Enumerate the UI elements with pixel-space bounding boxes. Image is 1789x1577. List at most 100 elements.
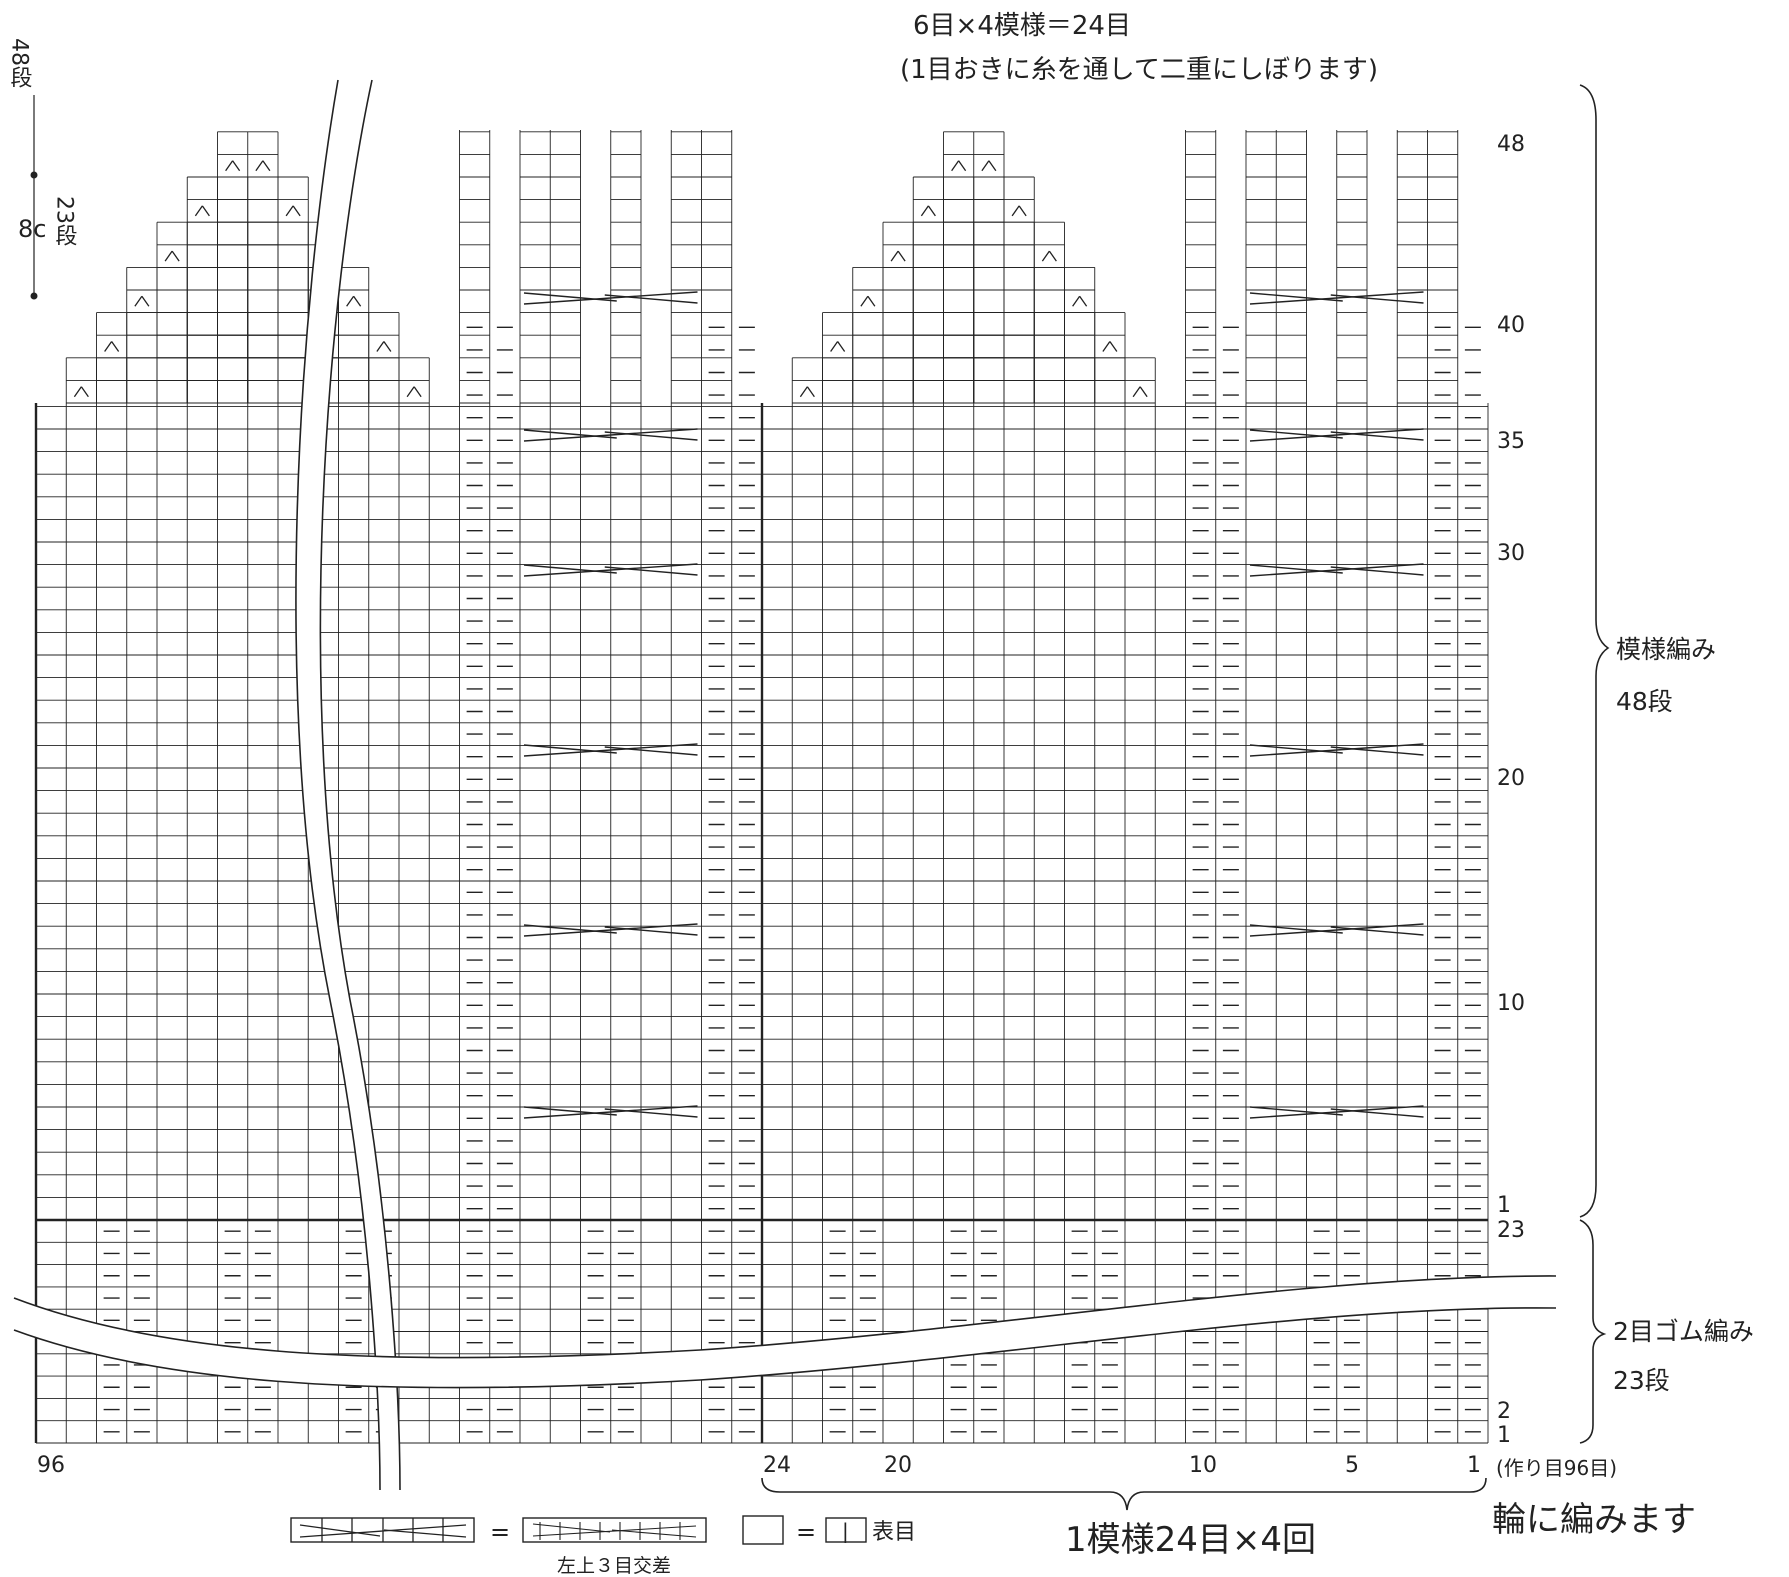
decrease-symbol [171, 250, 180, 262]
col-label-left: 96 [37, 1453, 65, 1478]
decrease-symbol [799, 386, 808, 398]
decrease-symbol [80, 386, 89, 398]
cable-cross-symbol [1249, 1105, 1424, 1119]
cable-cross-symbol [523, 564, 617, 574]
decrease-symbol [225, 160, 234, 172]
cable-cross-symbol [604, 566, 698, 576]
left-total-rows: 48段 [7, 38, 33, 88]
legend-cable-detail-lines [532, 1522, 697, 1540]
legend-equals-1: = [490, 1518, 510, 1546]
decrease-symbol [346, 295, 355, 307]
cable-cross-symbol [523, 428, 698, 442]
cable-cross-symbol [1249, 923, 1424, 937]
cable-cross-symbol [523, 1105, 698, 1119]
vertical-break-line-right [319, 79, 401, 1491]
cable-cross-symbol [1249, 744, 1343, 754]
row-label: 30 [1497, 541, 1525, 566]
cable-cross-symbol [1249, 291, 1424, 305]
horizontal-break-line-bottom [13, 1307, 1557, 1389]
cable-cross-symbol [1249, 924, 1343, 934]
vertical-break-line-left [295, 79, 381, 1491]
left-length-label: 8c [18, 215, 46, 243]
decrease-symbol [988, 160, 997, 172]
cable-cross-symbol [1330, 431, 1424, 441]
horizontal-break-fill [14, 1275, 1556, 1388]
left-dimension-dot-bottom [30, 292, 38, 300]
decrease-symbol [353, 295, 362, 307]
decrease-symbol [920, 205, 929, 217]
row-label: 1 [1497, 1193, 1511, 1218]
row-label: 1 [1497, 1423, 1511, 1448]
horizontal-break-line-top [13, 1275, 1557, 1359]
cable-cross-symbol [604, 431, 698, 441]
pattern-brace [1579, 84, 1610, 1218]
decrease-symbol [383, 341, 392, 352]
cable-cross-symbol [604, 926, 698, 936]
decrease-symbol [927, 205, 936, 217]
row-label: 40 [1497, 313, 1525, 338]
repeat-brace [761, 1477, 1487, 1511]
rib-brace [1579, 1219, 1607, 1444]
legend-knit-name: 表目 [872, 1520, 916, 1545]
decrease-symbol [1109, 341, 1118, 352]
rib-section-name: 2目ゴム編み [1613, 1317, 1754, 1346]
cable-cross-symbol [1330, 746, 1424, 756]
legend-knit-box [742, 1515, 784, 1545]
legend-cable-lines [299, 1518, 467, 1542]
row-label: 2 [1497, 1399, 1511, 1424]
decrease-symbol [376, 341, 385, 352]
col-label: 1 [1467, 1453, 1481, 1478]
col-label: 24 [763, 1453, 791, 1478]
cast-on-note: (作り目96目) [1496, 1456, 1617, 1480]
decrease-symbol [285, 205, 294, 217]
cable-cross-symbol [1330, 294, 1424, 304]
cable-cross-symbol [523, 292, 617, 302]
decrease-symbol [860, 295, 869, 307]
cable-cross-symbol [523, 743, 698, 757]
left-rib-rows: 23段 [52, 196, 78, 246]
legend: = 左上３目交差 = | 表目 [290, 1515, 916, 1577]
decrease-symbol [292, 205, 301, 217]
cable-cross-symbol [1330, 1108, 1424, 1118]
decrease-symbol [1139, 386, 1148, 398]
cable-cross-symbol [523, 1106, 617, 1116]
row-label: 48 [1497, 132, 1525, 157]
cable-cross-symbol [1249, 564, 1343, 574]
decrease-symbol [406, 386, 415, 398]
legend-cable-detail [522, 1517, 707, 1543]
decrease-symbol [232, 160, 241, 172]
decrease-symbol [1011, 205, 1020, 217]
rib-section-rows: 23段 [1613, 1366, 1670, 1395]
decrease-symbol [201, 205, 210, 217]
repeat-note: 1模様24目×4回 [1065, 1520, 1316, 1560]
pattern-section-name: 模様編み [1616, 635, 1716, 664]
row-label: 20 [1497, 766, 1525, 791]
decrease-symbol [111, 341, 120, 352]
vertical-break-fill [295, 80, 400, 1490]
legend-knit-symbol-box [825, 1517, 867, 1543]
cable-cross-symbol [523, 923, 698, 937]
row-label: 35 [1497, 429, 1525, 454]
cable-cross-symbol [604, 294, 698, 304]
decrease-symbol [951, 160, 960, 172]
decrease-symbol [1102, 341, 1111, 352]
decrease-symbol [104, 341, 113, 352]
decrease-symbol [164, 250, 173, 262]
cable-cross-symbol [523, 563, 698, 577]
cable-cross-symbol [523, 429, 617, 439]
round-note: 輪に編みます [1492, 1500, 1696, 1540]
row-label: 10 [1497, 991, 1525, 1016]
cable-cross-symbol [1249, 428, 1424, 442]
decrease-symbol [958, 160, 967, 172]
decrease-symbol [806, 386, 815, 398]
cable-cross-symbol [1249, 1106, 1343, 1116]
decrease-symbol [1048, 250, 1057, 262]
cable-cross-symbol [1249, 429, 1343, 439]
legend-knit-symbol: | [842, 1519, 849, 1543]
cable-cross-symbol [1330, 566, 1424, 576]
decrease-symbol [1079, 295, 1088, 307]
decrease-symbol [141, 295, 150, 307]
cable-cross-symbol [1249, 563, 1424, 577]
header-note: (1目おきに糸を通して二重にしぼります) [900, 55, 1378, 85]
